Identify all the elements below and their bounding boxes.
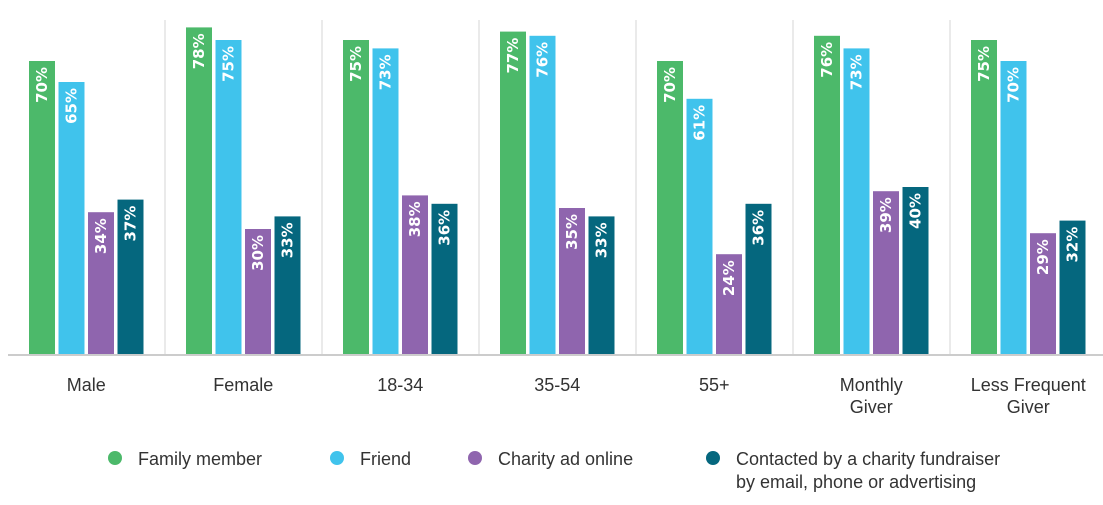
legend-label: Charity ad online [498, 449, 633, 469]
bar [657, 61, 683, 355]
legend-label: Friend [360, 449, 411, 469]
bar-value-label: 76% [818, 42, 836, 78]
category-label: Giver [1007, 397, 1050, 417]
category-label: Giver [850, 397, 893, 417]
bar-value-label: 76% [534, 42, 552, 78]
group-separators [164, 20, 951, 355]
category-label: 55+ [699, 375, 730, 395]
legend-label: Family member [138, 449, 262, 469]
bar [971, 40, 997, 355]
bar-value-label: 38% [406, 201, 424, 237]
bar [215, 40, 242, 355]
bar-value-label: 75% [220, 46, 238, 82]
bar-value-label: 37% [122, 206, 140, 242]
bar-value-label: 32% [1064, 227, 1082, 263]
bar [29, 61, 55, 355]
bar [343, 40, 369, 355]
bar [186, 27, 212, 356]
bar [88, 212, 114, 355]
bar-value-label: 24% [720, 260, 738, 296]
bar [245, 229, 271, 355]
legend-label: by email, phone or advertising [736, 472, 976, 492]
bar [372, 48, 399, 356]
bar-value-label: 36% [436, 210, 454, 246]
bar [814, 35, 840, 356]
category-label: Monthly [840, 375, 903, 395]
legend-swatch [108, 451, 122, 465]
bar-value-label: 75% [347, 46, 365, 82]
bar [559, 208, 585, 355]
bar [873, 191, 899, 355]
bar [274, 216, 301, 355]
bar [1030, 233, 1056, 355]
category-labels: Male Female 18-34 35-54 55+ MonthlyGiverLess … [67, 375, 1086, 417]
bar [588, 216, 615, 355]
category-label: Male [67, 375, 106, 395]
bar-value-label: 75% [975, 46, 993, 82]
legend-swatch [468, 451, 482, 465]
bar-value-label: 39% [877, 197, 895, 233]
bar-value-label: 33% [593, 222, 611, 258]
legend: Family member Friend Charity ad online Cont… [108, 449, 1000, 492]
bar-value-label: 70% [1005, 67, 1023, 103]
bar [902, 187, 929, 355]
category-label: Less Frequent [971, 375, 1086, 395]
bar-value-label: 61% [691, 105, 709, 141]
bar-value-label: 73% [377, 54, 395, 90]
bars: 70% 65% 34% 37% 78% 75% 30% 33% 75% 73% 38% 36% 77% 7… [29, 27, 1086, 356]
bar-value-label: 40% [907, 193, 925, 229]
bar [745, 203, 772, 355]
bar [686, 98, 713, 356]
category-label: 35-54 [534, 375, 580, 395]
legend-swatch [330, 451, 344, 465]
bar-value-label: 70% [33, 67, 51, 103]
bar-value-label: 77% [504, 38, 522, 74]
bar [1000, 61, 1027, 355]
bar [58, 82, 85, 355]
bar-value-label: 36% [750, 210, 768, 246]
bar [529, 35, 556, 356]
bar-value-label: 35% [563, 214, 581, 250]
legend-label: Contacted by a charity fundraiser [736, 449, 1000, 469]
bar [1059, 220, 1086, 355]
bar-value-label: 73% [848, 54, 866, 90]
category-label: 18-34 [377, 375, 423, 395]
bar [716, 254, 742, 355]
bar [500, 31, 526, 355]
bar-value-label: 33% [279, 222, 297, 258]
bar-value-label: 29% [1034, 239, 1052, 275]
bar-value-label: 70% [661, 67, 679, 103]
bar [843, 48, 870, 356]
bar-value-label: 34% [92, 218, 110, 254]
bar [402, 195, 428, 355]
bar-value-label: 30% [249, 235, 267, 271]
bar [117, 199, 144, 355]
category-label: Female [213, 375, 273, 395]
bar [431, 203, 458, 355]
bar-value-label: 78% [190, 33, 208, 69]
bar-value-label: 65% [63, 88, 81, 124]
legend-swatch [706, 451, 720, 465]
